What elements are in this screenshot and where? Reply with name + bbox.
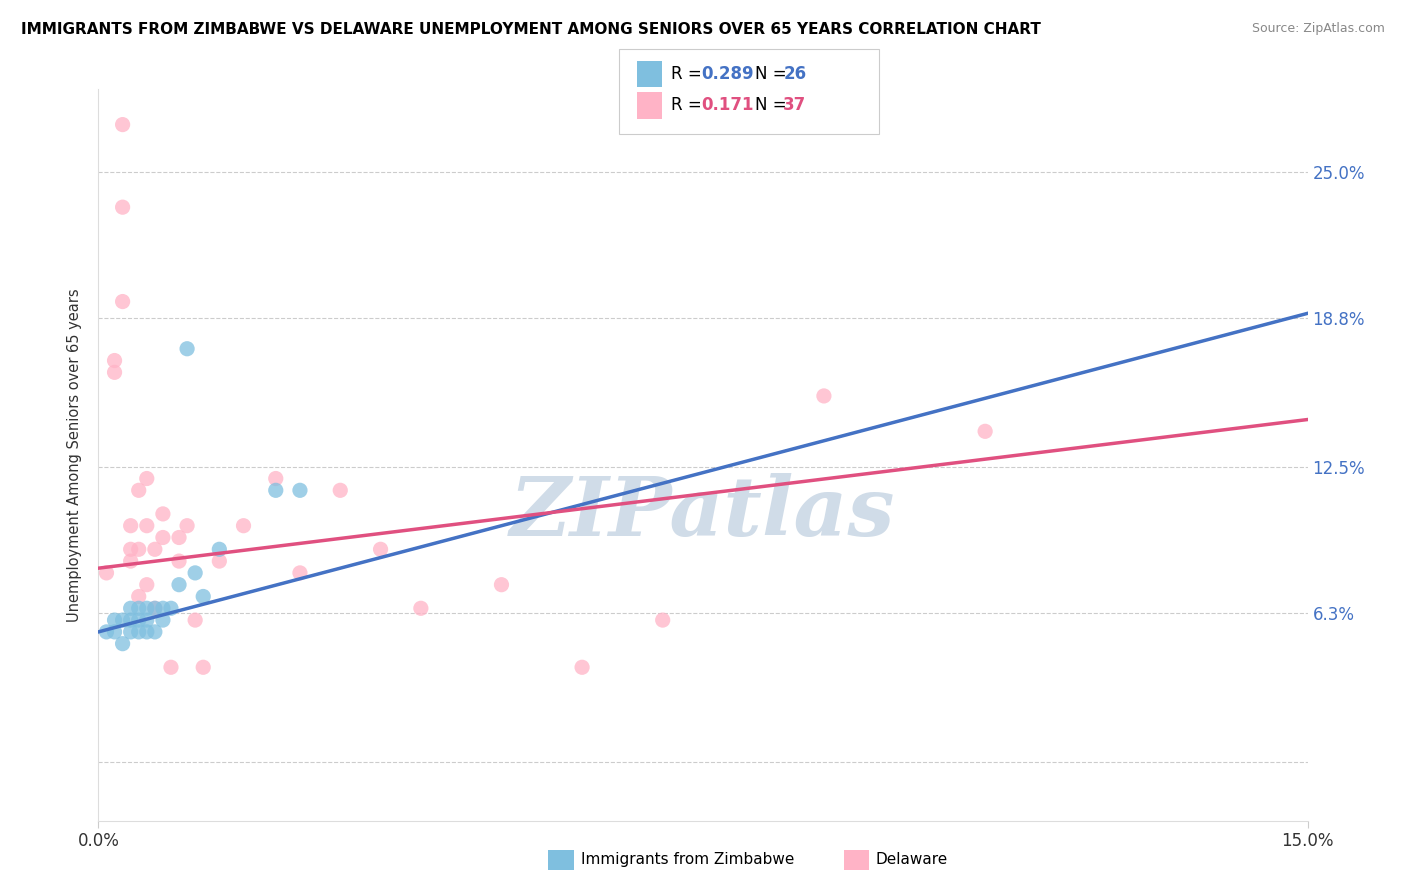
Point <box>184 613 207 627</box>
Text: R =: R = <box>671 96 711 114</box>
Point <box>111 200 134 214</box>
Point <box>167 577 190 591</box>
Text: 37: 37 <box>783 96 807 114</box>
Point <box>288 483 311 498</box>
Point <box>96 566 118 580</box>
Point <box>152 613 174 627</box>
Point <box>120 542 142 557</box>
Point <box>111 637 134 651</box>
Text: 26: 26 <box>783 65 806 83</box>
Text: 0.289: 0.289 <box>702 65 754 83</box>
Point <box>103 624 125 639</box>
Point <box>193 660 215 674</box>
Text: R =: R = <box>671 65 707 83</box>
Text: IMMIGRANTS FROM ZIMBABWE VS DELAWARE UNEMPLOYMENT AMONG SENIORS OVER 65 YEARS CO: IMMIGRANTS FROM ZIMBABWE VS DELAWARE UNE… <box>21 22 1040 37</box>
Point <box>128 601 150 615</box>
Point <box>120 518 142 533</box>
Point <box>135 601 157 615</box>
Point <box>193 590 215 604</box>
Point <box>103 613 125 627</box>
Point <box>128 542 150 557</box>
Point <box>152 531 174 545</box>
Point <box>120 554 142 568</box>
Point <box>651 613 673 627</box>
Point <box>329 483 352 498</box>
Point <box>103 353 125 368</box>
Point <box>264 471 287 485</box>
Point <box>135 471 157 485</box>
Point <box>143 624 166 639</box>
Point <box>152 601 174 615</box>
Point <box>135 613 157 627</box>
Point <box>160 660 183 674</box>
Point <box>128 483 150 498</box>
Point <box>974 425 997 439</box>
Point <box>370 542 392 557</box>
Point <box>143 601 166 615</box>
Point <box>111 613 134 627</box>
Point <box>813 389 835 403</box>
Point <box>176 518 198 533</box>
Point <box>409 601 432 615</box>
Point <box>111 118 134 132</box>
Point <box>111 294 134 309</box>
Point <box>491 577 513 591</box>
Point <box>232 518 254 533</box>
Point <box>128 590 150 604</box>
Point <box>167 531 190 545</box>
Text: Source: ZipAtlas.com: Source: ZipAtlas.com <box>1251 22 1385 36</box>
Point <box>208 554 231 568</box>
Point <box>103 365 125 379</box>
Point <box>135 577 157 591</box>
Point <box>152 507 174 521</box>
Text: N =: N = <box>755 65 792 83</box>
Point <box>288 566 311 580</box>
Point <box>160 601 183 615</box>
Point <box>120 601 142 615</box>
Point <box>128 624 150 639</box>
Text: 0.171: 0.171 <box>702 96 754 114</box>
Point <box>120 624 142 639</box>
Point <box>143 601 166 615</box>
Point <box>135 624 157 639</box>
Point <box>167 554 190 568</box>
Text: Delaware: Delaware <box>876 853 948 867</box>
Point <box>208 542 231 557</box>
Text: ZIPatlas: ZIPatlas <box>510 474 896 553</box>
Point <box>176 342 198 356</box>
Text: Immigrants from Zimbabwe: Immigrants from Zimbabwe <box>581 853 794 867</box>
Point <box>128 613 150 627</box>
Text: N =: N = <box>755 96 792 114</box>
Point <box>571 660 593 674</box>
Y-axis label: Unemployment Among Seniors over 65 years: Unemployment Among Seniors over 65 years <box>67 288 83 622</box>
Point <box>143 542 166 557</box>
Point <box>135 518 157 533</box>
Point <box>120 613 142 627</box>
Point <box>264 483 287 498</box>
Point <box>96 624 118 639</box>
Point <box>184 566 207 580</box>
